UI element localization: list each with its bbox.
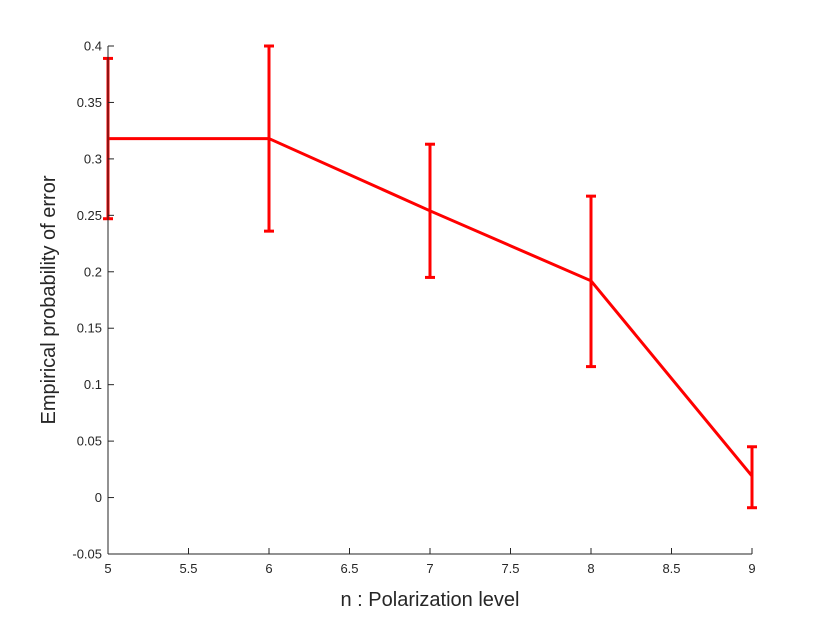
y-axis-title: Empirical probability of error: [38, 175, 60, 424]
x-tick-label: 5: [104, 561, 111, 576]
x-tick-label: 7.5: [501, 561, 519, 576]
y-tick-label: 0.1: [84, 377, 102, 392]
plot-area: [103, 44, 757, 510]
x-axis-title: n : Polarization level: [341, 589, 520, 611]
y-tick-label: 0.35: [77, 95, 102, 110]
x-tick-label: 5.5: [179, 561, 197, 576]
error-bar: [586, 194, 596, 369]
x-tick-label: 9: [748, 561, 755, 576]
x-tick-label: 8.5: [662, 561, 680, 576]
x-tick-label: 6: [265, 561, 272, 576]
x-tick-label: 8: [587, 561, 594, 576]
error-bar: [264, 44, 274, 233]
y-tick-label: 0: [95, 490, 102, 505]
y-tick-label: 0.4: [84, 39, 102, 54]
error-bar: [747, 445, 757, 510]
y-tick-label: 0.05: [77, 434, 102, 449]
x-tick-label: 7: [426, 561, 433, 576]
y-tick-label: 0.25: [77, 208, 102, 223]
y-tick-label: 0.2: [84, 264, 102, 279]
y-tick-label: 0.15: [77, 321, 102, 336]
x-tick-label: 6.5: [340, 561, 358, 576]
y-tick-label: 0.3: [84, 151, 102, 166]
error-bar: [425, 142, 435, 279]
x-axis: 5 5.5 6 6.5 7 7.5 8 8.5 9: [104, 548, 756, 576]
y-tick-label: -0.05: [72, 547, 102, 562]
y-axis: -0.05 0 0.05 0.1 0.15 0.2 0.25 0.3 0.35 0.4: [72, 39, 114, 562]
